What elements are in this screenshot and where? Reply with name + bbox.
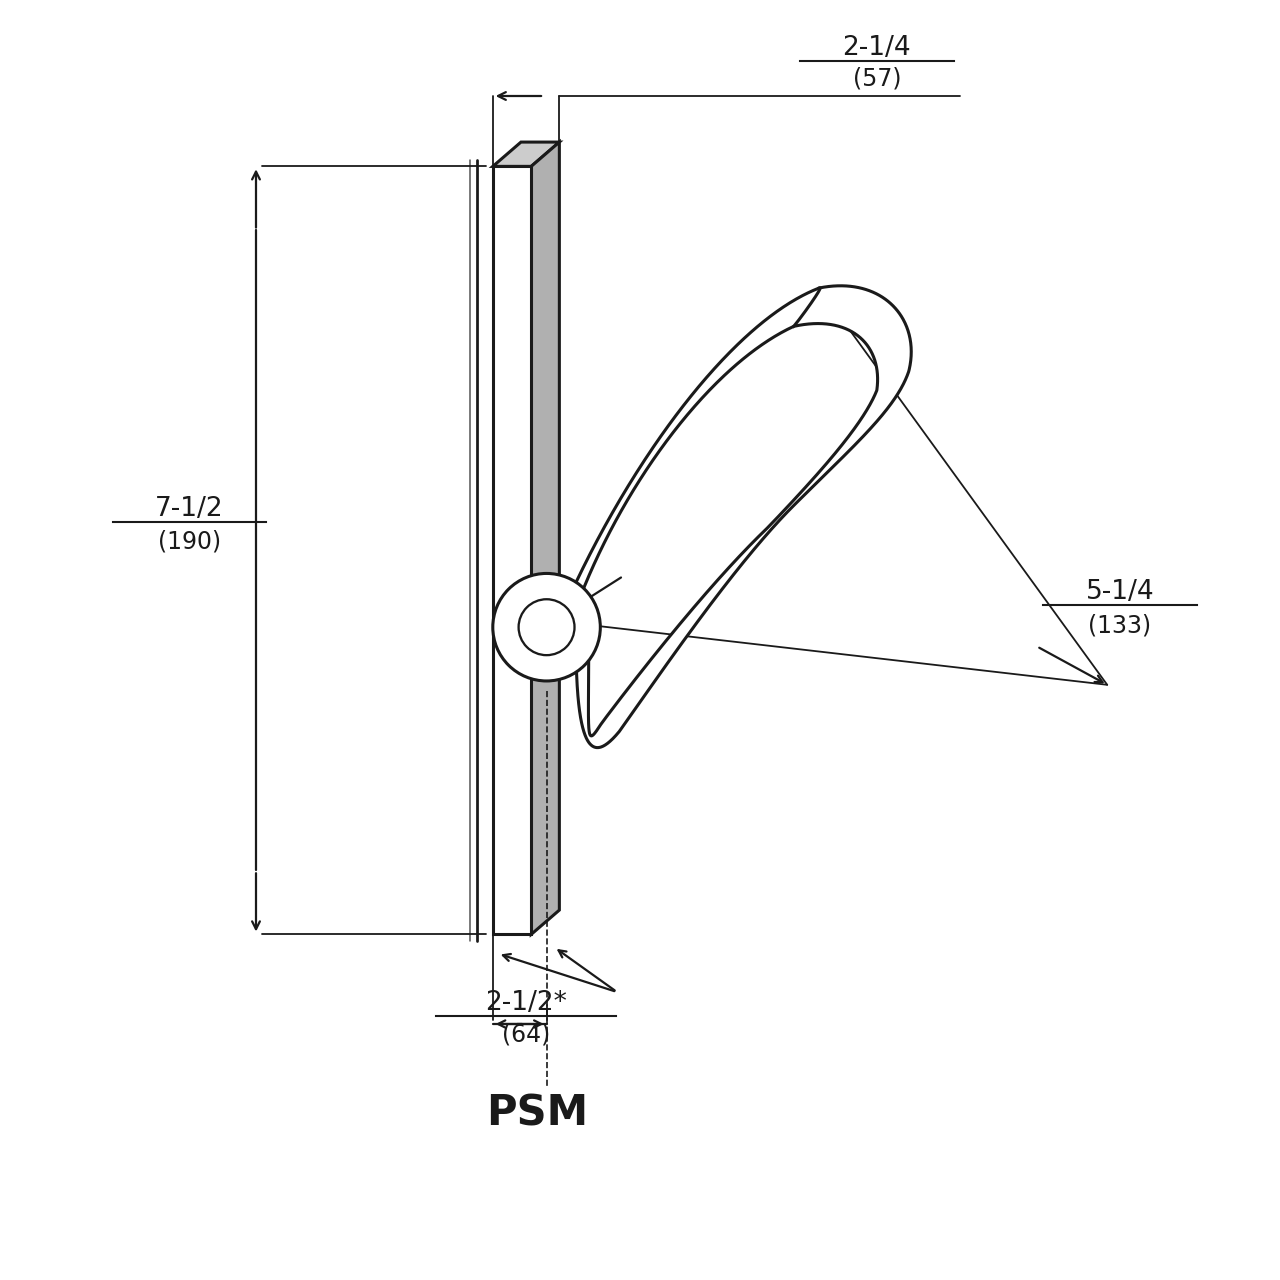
Text: PSM: PSM	[486, 1093, 589, 1134]
Polygon shape	[531, 591, 557, 637]
Text: 2-1/4: 2-1/4	[842, 36, 911, 61]
Circle shape	[518, 599, 575, 655]
Text: 5-1/4: 5-1/4	[1085, 580, 1155, 605]
Polygon shape	[493, 166, 531, 934]
Text: (64): (64)	[502, 1023, 550, 1047]
Text: (57): (57)	[852, 67, 901, 91]
Polygon shape	[531, 142, 559, 934]
Polygon shape	[576, 285, 911, 748]
Text: 2-1/2*: 2-1/2*	[485, 991, 567, 1016]
Circle shape	[493, 573, 600, 681]
Text: (190): (190)	[157, 530, 221, 554]
Polygon shape	[493, 142, 559, 166]
Text: (133): (133)	[1088, 613, 1152, 637]
Text: 7-1/2: 7-1/2	[155, 497, 224, 522]
